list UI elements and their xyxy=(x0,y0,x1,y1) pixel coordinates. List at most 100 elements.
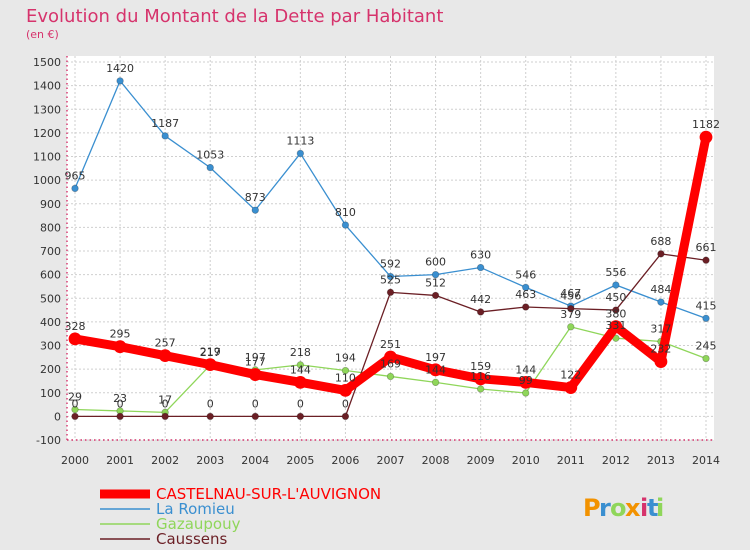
logo-letter: P xyxy=(583,494,601,522)
y-tick-label: 1100 xyxy=(33,151,61,164)
data-point xyxy=(702,314,710,323)
data-point xyxy=(702,354,710,363)
data-label: 965 xyxy=(65,169,86,182)
x-tick-label: 2009 xyxy=(467,454,495,467)
data-label: 1182 xyxy=(692,118,720,131)
data-point xyxy=(431,291,440,300)
data-point xyxy=(564,381,578,394)
y-tick-label: 300 xyxy=(40,340,61,353)
x-tick-label: 2012 xyxy=(602,454,630,467)
data-point xyxy=(248,368,262,381)
data-label: 159 xyxy=(470,360,491,373)
data-point xyxy=(476,385,485,393)
data-point xyxy=(609,320,623,334)
data-label: 169 xyxy=(380,357,401,370)
data-label: 144 xyxy=(515,363,536,376)
data-point xyxy=(296,149,305,158)
chart-title: Evolution du Montant de la Dette par Hab… xyxy=(26,6,443,27)
data-label: 295 xyxy=(110,328,131,341)
x-tick-label: 2008 xyxy=(422,454,450,467)
data-point xyxy=(519,375,533,389)
data-point xyxy=(293,375,307,389)
data-point xyxy=(699,130,713,144)
data-label: 525 xyxy=(380,273,401,286)
y-tick-label: 1400 xyxy=(33,80,61,93)
data-label: 219 xyxy=(200,346,221,359)
data-label: 194 xyxy=(335,352,356,365)
x-tick-label: 2004 xyxy=(241,454,269,467)
data-label: 0 xyxy=(72,397,79,410)
legend-label: Gazaupouy xyxy=(156,515,241,533)
data-label: 99 xyxy=(519,374,533,387)
data-point xyxy=(116,412,124,421)
data-label: 0 xyxy=(342,397,349,410)
logo-letter: r xyxy=(599,494,611,522)
data-label: 556 xyxy=(605,266,626,279)
axes: -100010020030040050060070080090010001100… xyxy=(33,56,720,467)
data-point xyxy=(68,332,82,346)
data-label: 512 xyxy=(425,276,446,289)
data-point xyxy=(161,132,169,140)
legend-label: CASTELNAU-SUR-L'AUVIGNON xyxy=(156,485,381,503)
logo-letter: t xyxy=(647,494,658,522)
x-tick-label: 2013 xyxy=(647,454,675,467)
data-label: 251 xyxy=(380,338,401,351)
data-point xyxy=(158,349,172,363)
data-label: 467 xyxy=(560,287,581,300)
logo-letter: o xyxy=(610,494,627,522)
data-label: 328 xyxy=(65,320,86,333)
data-label: 0 xyxy=(297,397,304,410)
data-label: 592 xyxy=(380,258,401,271)
x-tick-label: 2001 xyxy=(106,454,134,467)
data-point xyxy=(341,412,350,421)
data-label: 0 xyxy=(117,397,124,410)
grid xyxy=(67,56,714,441)
data-label: 122 xyxy=(560,369,581,382)
data-label: 29 xyxy=(68,391,82,404)
data-label: 232 xyxy=(650,343,671,356)
logo-letter: x xyxy=(625,494,641,522)
data-point xyxy=(657,250,665,258)
data-label: 17 xyxy=(158,393,172,406)
data-label: 218 xyxy=(290,346,311,359)
data-label: 0 xyxy=(252,397,259,410)
data-label: 0 xyxy=(207,397,214,410)
data-label: 1187 xyxy=(151,117,179,130)
data-point xyxy=(657,298,665,306)
data-label: 688 xyxy=(650,235,671,248)
data-label: 1420 xyxy=(106,62,134,75)
data-point xyxy=(386,272,395,281)
data-label: 0 xyxy=(162,397,169,410)
data-label: 456 xyxy=(560,290,581,303)
data-point xyxy=(341,221,350,229)
y-tick-label: 1200 xyxy=(33,127,61,140)
y-tick-label: 400 xyxy=(40,316,61,329)
x-tick-label: 2007 xyxy=(377,454,405,467)
data-point xyxy=(431,378,440,387)
data-label: 1053 xyxy=(196,149,224,162)
x-tick-label: 2000 xyxy=(61,454,89,467)
x-tick-label: 2014 xyxy=(692,454,720,467)
chart-subtitle: (en €) xyxy=(26,28,59,41)
data-point xyxy=(429,363,442,377)
data-point xyxy=(474,372,488,386)
y-tick-label: 900 xyxy=(40,198,61,211)
data-point xyxy=(567,323,575,331)
data-point xyxy=(206,163,214,172)
data-label: 379 xyxy=(560,308,581,321)
data-point xyxy=(341,366,350,375)
y-tick-label: -100 xyxy=(36,434,61,447)
y-tick-label: 800 xyxy=(40,221,61,234)
data-label: 630 xyxy=(470,249,491,262)
data-label: 177 xyxy=(245,356,266,369)
data-point xyxy=(251,412,259,421)
data-label: 873 xyxy=(245,191,266,204)
y-tick-label: 700 xyxy=(40,245,61,258)
data-point xyxy=(386,372,395,381)
data-point xyxy=(161,412,169,421)
data-point xyxy=(612,281,620,289)
data-point xyxy=(386,288,395,297)
legend-label: Caussens xyxy=(156,530,228,548)
data-point xyxy=(71,412,79,421)
data-label: 144 xyxy=(290,363,311,376)
